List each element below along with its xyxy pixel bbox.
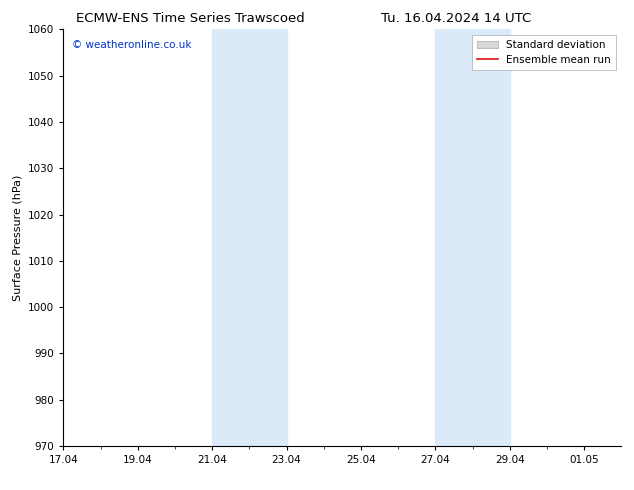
- Y-axis label: Surface Pressure (hPa): Surface Pressure (hPa): [13, 174, 23, 301]
- Legend: Standard deviation, Ensemble mean run: Standard deviation, Ensemble mean run: [472, 35, 616, 70]
- Text: Tu. 16.04.2024 14 UTC: Tu. 16.04.2024 14 UTC: [382, 12, 531, 25]
- Text: © weatheronline.co.uk: © weatheronline.co.uk: [72, 40, 191, 50]
- Bar: [212, 29, 287, 446]
- Bar: [436, 29, 510, 446]
- Text: ECMW-ENS Time Series Trawscoed: ECMW-ENS Time Series Trawscoed: [76, 12, 304, 25]
